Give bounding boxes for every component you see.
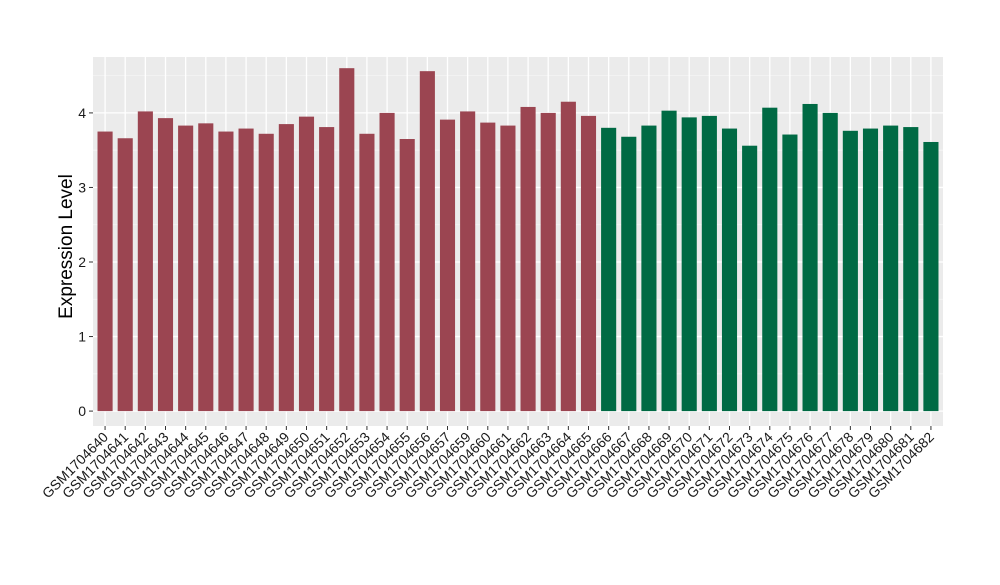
bar-GSM1704676 — [802, 103, 818, 412]
bar-GSM1704673 — [742, 145, 758, 412]
bar-GSM1704656 — [419, 71, 435, 412]
bar-GSM1704661 — [500, 125, 516, 412]
bar-GSM1704643 — [157, 118, 174, 412]
bars — [97, 68, 939, 412]
bar-GSM1704663 — [540, 112, 556, 412]
y-tick-label: 1 — [78, 329, 86, 345]
bar-GSM1704666 — [601, 127, 617, 412]
bar-GSM1704641 — [117, 138, 133, 412]
bar-GSM1704669 — [661, 110, 677, 412]
bar-GSM1704659 — [460, 111, 476, 412]
bar-GSM1704667 — [621, 136, 637, 412]
bar-GSM1704662 — [520, 106, 536, 412]
y-axis-label: Expression Level — [56, 174, 77, 319]
x-axis: GSM1704640GSM1704641GSM1704642GSM1704643… — [39, 426, 937, 501]
bar-GSM1704680 — [883, 125, 899, 412]
bar-GSM1704672 — [721, 128, 738, 412]
bar-GSM1704664 — [560, 101, 576, 412]
bar-GSM1704682 — [923, 141, 939, 412]
bar-GSM1704679 — [862, 128, 879, 412]
bar-GSM1704660 — [480, 122, 496, 412]
bar-GSM1704675 — [782, 134, 798, 412]
bar-GSM1704647 — [238, 128, 254, 412]
bar-GSM1704646 — [218, 131, 234, 412]
plot-panel — [93, 57, 943, 426]
bar-GSM1704671 — [701, 115, 717, 412]
bar-GSM1704648 — [258, 133, 274, 412]
bar-GSM1704668 — [641, 125, 657, 412]
bar-GSM1704665 — [580, 115, 597, 412]
bar-GSM1704657 — [439, 119, 456, 412]
y-tick-label: 0 — [78, 403, 86, 419]
bar-GSM1704677 — [822, 112, 838, 412]
y-tick-label: 3 — [78, 179, 86, 195]
bar-GSM1704649 — [278, 124, 294, 412]
bar-GSM1704640 — [97, 131, 113, 412]
minor-gridlines — [93, 75, 943, 375]
y-tick-label: 4 — [78, 105, 86, 121]
bar-GSM1704674 — [762, 107, 778, 412]
y-tick-label: 2 — [78, 254, 86, 270]
bar-GSM1704678 — [842, 130, 858, 412]
bar-GSM1704681 — [903, 127, 919, 412]
bar-GSM1704645 — [198, 123, 214, 412]
bar-GSM1704655 — [399, 139, 415, 412]
bar-GSM1704642 — [137, 111, 153, 412]
bar-GSM1704651 — [319, 127, 335, 412]
bar-GSM1704653 — [359, 133, 375, 412]
bar-GSM1704670 — [681, 117, 697, 412]
y-axis: 0 1 2 3 4 — [78, 105, 93, 419]
bar-GSM1704652 — [339, 68, 355, 412]
bar-GSM1704654 — [379, 112, 395, 412]
bar-GSM1704644 — [178, 125, 194, 412]
bar-GSM1704650 — [298, 116, 315, 412]
